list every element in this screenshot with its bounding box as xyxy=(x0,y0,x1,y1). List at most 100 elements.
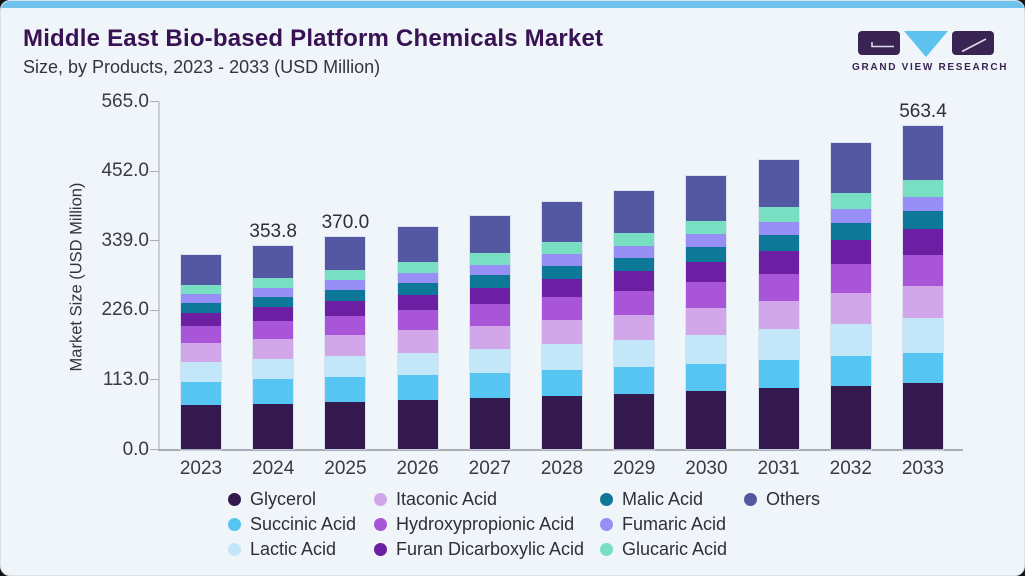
bar-segment-fumaric-acid xyxy=(325,280,366,290)
bar-segment-succinic-acid xyxy=(614,367,655,395)
legend-item-glucaric-acid: Glucaric Acid xyxy=(600,539,744,560)
bar-segment-others xyxy=(614,190,655,233)
legend-dot-icon xyxy=(228,493,241,506)
bar-column-2029 xyxy=(614,190,655,450)
legend-item-furan-dicarboxylic-acid: Furan Dicarboxylic Acid xyxy=(374,539,600,560)
legend-label: Itaconic Acid xyxy=(396,489,498,509)
bar-segment-hydroxypropionic-acid xyxy=(397,310,438,331)
bar-segment-malic-acid xyxy=(181,302,221,313)
bar-segment-glucaric-acid xyxy=(686,220,727,235)
legend-item-itaconic-acid: Itaconic Acid xyxy=(374,489,600,510)
bar-segment-itaconic-acid xyxy=(253,338,294,360)
bar-segment-succinic-acid xyxy=(325,377,366,403)
y-tick-label: 0.0 xyxy=(122,438,149,460)
bar-segment-lactic-acid xyxy=(903,318,943,353)
bar-total-label: 353.8 xyxy=(249,221,297,243)
bar-segment-lactic-acid xyxy=(397,352,438,376)
bar-segment-lactic-acid xyxy=(542,344,582,370)
bar-segment-itaconic-acid xyxy=(903,286,943,318)
bar-segment-furan-dicarboxylic-acid xyxy=(542,278,582,297)
legend-dot-icon xyxy=(228,543,241,556)
bar-segment-glycerol xyxy=(397,400,438,450)
bar-column-2024 xyxy=(253,246,294,450)
bar-segment-others xyxy=(397,226,438,263)
bar-segment-hydroxypropionic-acid xyxy=(253,320,294,339)
bar-segment-succinic-acid xyxy=(830,356,871,386)
bar-segment-itaconic-acid xyxy=(686,308,727,336)
bar-segment-glycerol xyxy=(469,398,510,450)
bar-segment-malic-acid xyxy=(614,257,655,272)
bar-segment-others xyxy=(181,255,221,285)
bar-segment-malic-acid xyxy=(686,246,727,262)
bar-segment-others xyxy=(542,202,582,243)
legend-item-succinic-acid: Succinic Acid xyxy=(228,514,374,535)
legend-item-malic-acid: Malic Acid xyxy=(600,489,744,510)
bar-segment-malic-acid xyxy=(397,282,438,295)
bar-segment-glucaric-acid xyxy=(614,232,655,246)
bar-segment-hydroxypropionic-acid xyxy=(181,325,221,343)
bar-segment-others xyxy=(325,236,366,271)
gvr-logo-mark xyxy=(858,31,994,57)
bar-segment-itaconic-acid xyxy=(181,342,221,363)
bar-segment-others xyxy=(758,159,799,208)
bar-segment-lactic-acid xyxy=(614,340,655,368)
bar-segment-fumaric-acid xyxy=(830,209,871,224)
bar-segment-glucaric-acid xyxy=(830,193,871,210)
bar-total-label: 370.0 xyxy=(321,211,370,233)
y-tick-label: 113.0 xyxy=(102,368,149,390)
bar-segment-furan-dicarboxylic-acid xyxy=(614,271,655,291)
bar-segment-lactic-acid xyxy=(830,323,871,357)
x-tick-label: 2023 xyxy=(179,458,223,479)
y-tick-label: 565.0 xyxy=(101,90,149,112)
legend-item-hydroxypropionic-acid: Hydroxypropionic Acid xyxy=(374,514,600,535)
legend-dot-icon xyxy=(600,493,613,506)
bar-column-2031 xyxy=(758,159,799,450)
bar-segment-malic-acid xyxy=(253,296,294,308)
legend-dot-icon xyxy=(374,543,387,556)
bar-segment-others xyxy=(253,246,294,278)
y-axis-line xyxy=(158,101,160,450)
x-tick-label: 2031 xyxy=(757,458,800,479)
grand-view-research-logo: GRAND VIEW RESEARCH xyxy=(852,30,1007,73)
bar-segment-others xyxy=(686,175,727,221)
bar-segment-glucaric-acid xyxy=(397,262,438,274)
bar-segment-succinic-acid xyxy=(758,360,799,389)
bar-segment-glucaric-acid xyxy=(181,284,221,295)
bar-segment-hydroxypropionic-acid xyxy=(325,315,366,335)
bar-segment-glycerol xyxy=(614,394,655,450)
bar-segment-furan-dicarboxylic-acid xyxy=(397,294,438,311)
x-tick-label: 2024 xyxy=(252,458,295,479)
bar-segment-glucaric-acid xyxy=(903,179,943,197)
bar-segment-itaconic-acid xyxy=(542,319,582,345)
x-tick-label: 2029 xyxy=(613,458,656,479)
y-tick-mark xyxy=(150,101,159,102)
bar-segment-itaconic-acid xyxy=(469,325,510,349)
bar-segment-itaconic-acid xyxy=(758,300,799,330)
bar-segment-malic-acid xyxy=(325,289,366,302)
bar-segment-others xyxy=(903,125,943,180)
bar-segment-glycerol xyxy=(542,395,582,450)
y-axis-title: Market Size (USD Million) xyxy=(67,182,86,372)
legend-item-fumaric-acid: Fumaric Acid xyxy=(600,514,744,535)
y-tick-mark xyxy=(150,170,159,172)
bar-segment-fumaric-acid xyxy=(181,294,221,303)
x-tick-label: 2030 xyxy=(685,458,728,479)
x-tick-label: 2026 xyxy=(396,458,439,479)
bar-segment-malic-acid xyxy=(903,211,943,230)
bar-segment-glucaric-acid xyxy=(325,270,366,281)
bar-segment-glucaric-acid xyxy=(542,242,582,255)
x-axis-line xyxy=(158,448,963,451)
bar-segment-glycerol xyxy=(686,391,727,450)
bar-segment-furan-dicarboxylic-acid xyxy=(469,287,510,305)
y-tick-label: 339.0 xyxy=(101,229,149,251)
bar-segment-succinic-acid xyxy=(469,372,510,399)
bar-segment-furan-dicarboxylic-acid xyxy=(181,312,221,326)
legend-label: Others xyxy=(766,489,821,509)
bar-segment-hydroxypropionic-acid xyxy=(758,273,799,301)
bar-segment-fumaric-acid xyxy=(758,222,799,236)
bar-segment-succinic-acid xyxy=(903,352,943,383)
bar-segment-furan-dicarboxylic-acid xyxy=(758,251,799,274)
legend-label: Malic Acid xyxy=(622,489,704,509)
bar-segment-hydroxypropionic-acid xyxy=(542,296,582,320)
bar-column-2023 xyxy=(181,255,221,450)
